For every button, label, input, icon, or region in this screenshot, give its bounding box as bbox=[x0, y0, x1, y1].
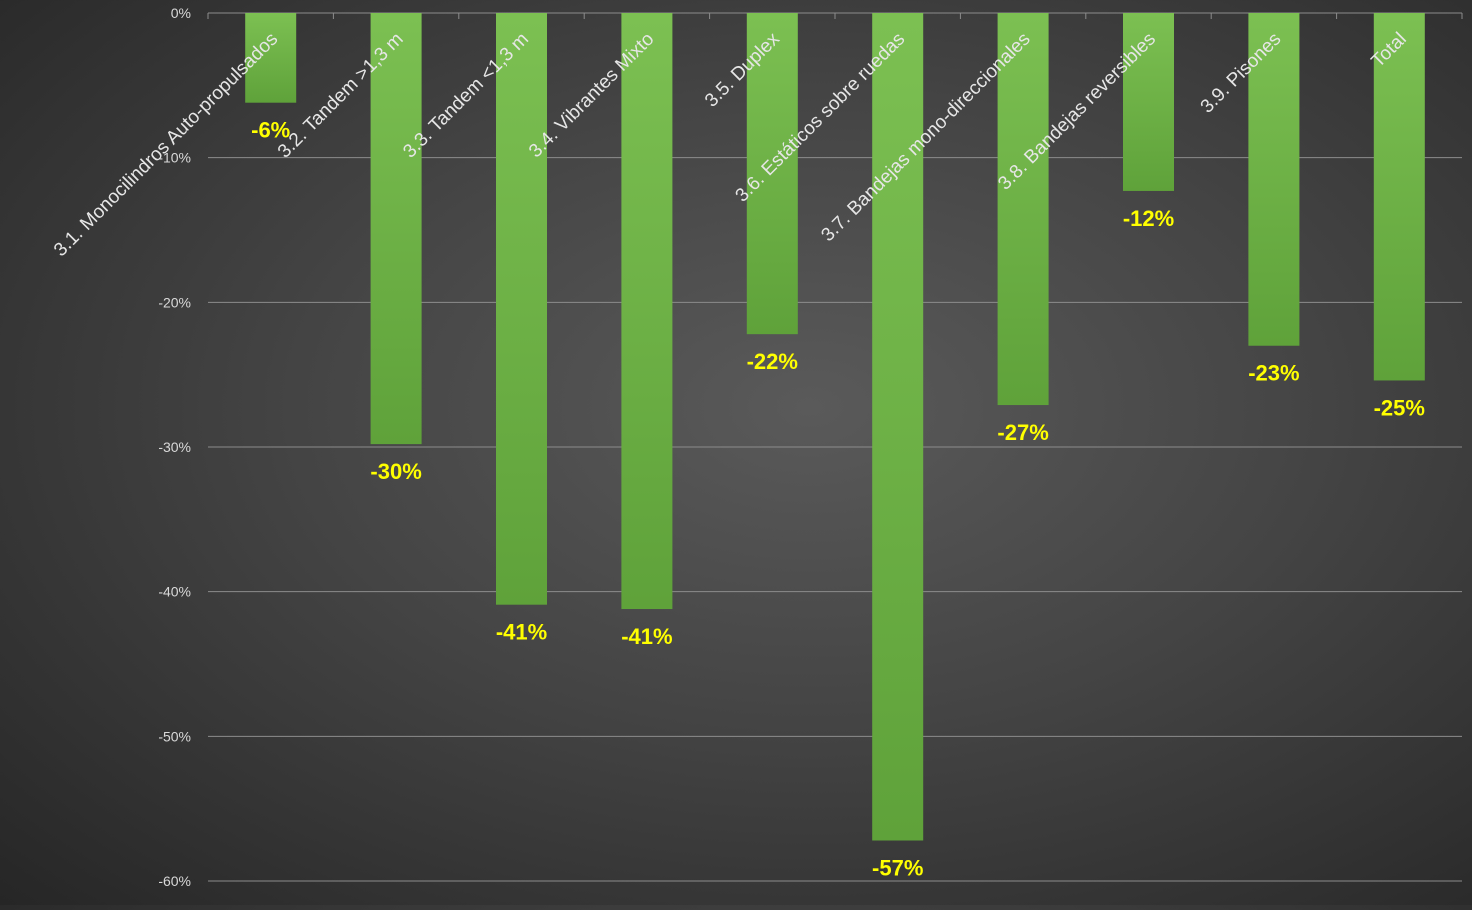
bar bbox=[1248, 13, 1300, 346]
bars bbox=[245, 13, 1425, 841]
data-label: -23% bbox=[1248, 361, 1299, 386]
bar bbox=[496, 13, 547, 605]
data-label: -22% bbox=[747, 349, 798, 374]
y-axis-tick-labels: 0% -10% -20% -30% -40% -50% -60% bbox=[158, 5, 191, 889]
data-label: -57% bbox=[872, 855, 923, 880]
bar bbox=[621, 13, 673, 610]
y-tick-label: -40% bbox=[158, 584, 191, 600]
data-label: -41% bbox=[621, 624, 672, 649]
data-label: -25% bbox=[1374, 395, 1425, 420]
category-label: 3.1. Monocilindros Auto-propulsados bbox=[50, 29, 282, 261]
category-labels: 3.1. Monocilindros Auto-propulsados3.2. … bbox=[50, 28, 1411, 261]
bar bbox=[746, 13, 798, 335]
bar bbox=[245, 13, 297, 103]
y-tick-label: -60% bbox=[158, 873, 191, 889]
y-tick-label: -10% bbox=[158, 150, 191, 166]
data-labels: -6% -30% -41% -41% -22% -57% -27% -12% -23% -25% bbox=[251, 118, 1425, 881]
data-label: -30% bbox=[370, 459, 421, 484]
data-label: -41% bbox=[496, 620, 547, 645]
data-label: -6% bbox=[251, 118, 290, 143]
y-tick-label: -50% bbox=[158, 728, 191, 744]
bar bbox=[872, 13, 924, 841]
bar bbox=[1123, 13, 1174, 191]
y-tick-label: -20% bbox=[158, 294, 191, 310]
bar bbox=[997, 13, 1049, 406]
y-tick-label: -30% bbox=[158, 439, 191, 455]
bar bbox=[370, 13, 422, 445]
bar bbox=[1373, 13, 1425, 381]
data-label: -27% bbox=[997, 420, 1048, 445]
data-label: -12% bbox=[1123, 206, 1174, 231]
y-tick-label: 0% bbox=[171, 5, 191, 21]
